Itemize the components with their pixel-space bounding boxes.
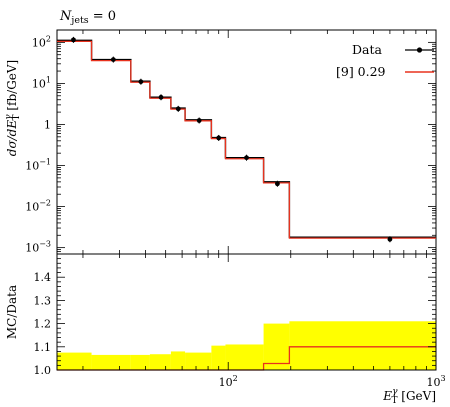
main-series [57, 36, 436, 243]
ratio-y-tick-label: 1.4 [34, 271, 52, 284]
data-point [244, 155, 249, 161]
main-y-tick-label: 102 [32, 34, 51, 49]
data-point [387, 236, 393, 242]
band-bin [225, 344, 264, 370]
band-bin [263, 323, 290, 370]
legend-entry-prediction: [9] 0.29 [336, 64, 434, 79]
band-bin [170, 351, 186, 370]
main-y-axis: 10−3 10−2 10−1 1 101 102 [25, 29, 436, 255]
band-bin [289, 321, 436, 370]
x-axis-label: Eγ T [GeV] [382, 387, 436, 406]
main-y-tick-label: 101 [32, 75, 51, 90]
band-bin [57, 352, 92, 370]
ratio-y-tick-label: 1.2 [34, 318, 52, 331]
ratio-y-axis: 1.0 1.1 1.2 1.3 1.4 [34, 253, 436, 377]
ratio-y-tick-label: 1.0 [34, 364, 52, 377]
ratio-y-tick-label: 1.3 [34, 294, 52, 307]
main-y-axis-label: dσ/dEγT [fb/GeV] [4, 60, 22, 156]
legend-label-prediction: [9] 0.29 [336, 64, 386, 79]
njets-annotation: Njets = 0 [59, 9, 116, 26]
legend-marker-data [416, 47, 423, 53]
data-point [196, 118, 202, 123]
legend: Data [9] 0.29 [336, 42, 434, 79]
ratio-panel: 1.0 1.1 1.2 1.3 1.4 102 103 MC/Data Eγ T [GeV] [5, 253, 446, 406]
main-y-tick-label: 10−1 [25, 158, 51, 173]
legend-entry-data: Data [352, 42, 434, 57]
data-point [138, 79, 144, 85]
main-y-tick-label: 1 [44, 118, 51, 131]
main-panel: 10−3 10−2 10−1 1 101 102 Njets = 0 dσ/dEγT [f… [4, 9, 437, 255]
main-y-tick-label: 10−3 [25, 240, 51, 255]
data-point [110, 57, 116, 63]
band-bin [185, 352, 212, 370]
data-point [71, 37, 76, 43]
x-tick-label: 102 [219, 374, 238, 389]
band-bin [149, 354, 171, 370]
ratio-x-axis: 102 103 [82, 254, 446, 389]
ratio-y-tick-label: 1.1 [34, 341, 52, 354]
ratio-uncertainty-band [57, 321, 436, 370]
ratio-panel-frame [56, 253, 437, 371]
ratio-y-axis-label: MC/Data [5, 285, 19, 339]
data-point [275, 181, 280, 187]
x-tick-label: 103 [426, 374, 445, 389]
data-point [216, 135, 222, 141]
data-point [175, 106, 181, 112]
main-x-axis [82, 30, 437, 254]
band-bin [91, 354, 131, 370]
main-y-tick-label: 10−2 [25, 199, 51, 214]
band-bin [211, 345, 226, 370]
legend-label-data: Data [352, 42, 382, 57]
band-bin [130, 354, 150, 370]
data-point [158, 94, 164, 100]
prediction-step-line [57, 40, 436, 239]
